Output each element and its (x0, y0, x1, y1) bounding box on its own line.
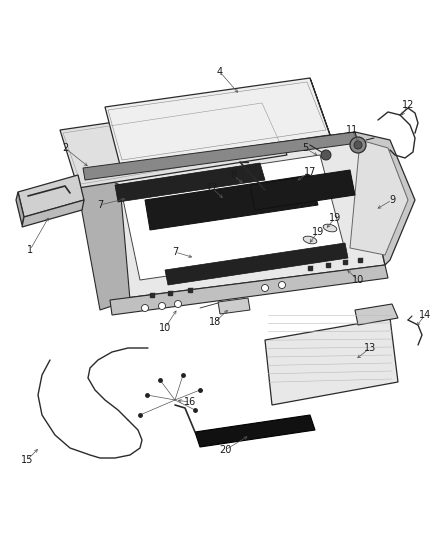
Text: 17: 17 (304, 167, 316, 177)
Text: 9: 9 (389, 195, 395, 205)
Text: 10: 10 (159, 323, 171, 333)
Text: 14: 14 (419, 310, 431, 320)
Circle shape (321, 150, 331, 160)
Polygon shape (355, 132, 415, 265)
Text: 11: 11 (346, 125, 358, 135)
Circle shape (354, 141, 362, 149)
Text: 19: 19 (312, 227, 324, 237)
Polygon shape (145, 175, 318, 230)
Text: 10: 10 (352, 275, 364, 285)
Polygon shape (265, 318, 398, 405)
Text: 17: 17 (206, 183, 218, 193)
Polygon shape (22, 200, 84, 227)
Circle shape (279, 281, 286, 288)
Circle shape (261, 285, 268, 292)
Polygon shape (115, 163, 265, 202)
Text: 20: 20 (219, 445, 231, 455)
Polygon shape (195, 415, 315, 447)
Text: 8: 8 (230, 170, 236, 180)
Polygon shape (310, 78, 332, 140)
Polygon shape (355, 304, 398, 325)
Polygon shape (83, 132, 385, 300)
Circle shape (141, 304, 148, 311)
Polygon shape (16, 192, 24, 225)
Circle shape (350, 137, 366, 153)
Polygon shape (83, 132, 358, 180)
Text: 7: 7 (172, 247, 178, 257)
Circle shape (174, 301, 181, 308)
Polygon shape (350, 140, 408, 255)
Text: 16: 16 (184, 397, 196, 407)
Text: 4: 4 (217, 67, 223, 77)
Ellipse shape (323, 224, 337, 232)
Text: 1: 1 (27, 245, 33, 255)
Ellipse shape (303, 236, 317, 244)
Polygon shape (110, 265, 388, 315)
Text: 5: 5 (302, 143, 308, 153)
Text: 13: 13 (364, 343, 376, 353)
Polygon shape (105, 78, 330, 165)
Text: 12: 12 (402, 100, 414, 110)
Polygon shape (78, 168, 130, 310)
Polygon shape (250, 170, 355, 210)
Text: 18: 18 (209, 317, 221, 327)
Polygon shape (165, 243, 348, 285)
Text: 2: 2 (62, 143, 68, 153)
Polygon shape (18, 175, 84, 217)
Text: 15: 15 (21, 455, 33, 465)
Polygon shape (60, 100, 287, 188)
Polygon shape (120, 155, 345, 280)
Text: 7: 7 (97, 200, 103, 210)
Text: 19: 19 (329, 213, 341, 223)
Circle shape (159, 303, 166, 310)
Polygon shape (218, 298, 250, 314)
